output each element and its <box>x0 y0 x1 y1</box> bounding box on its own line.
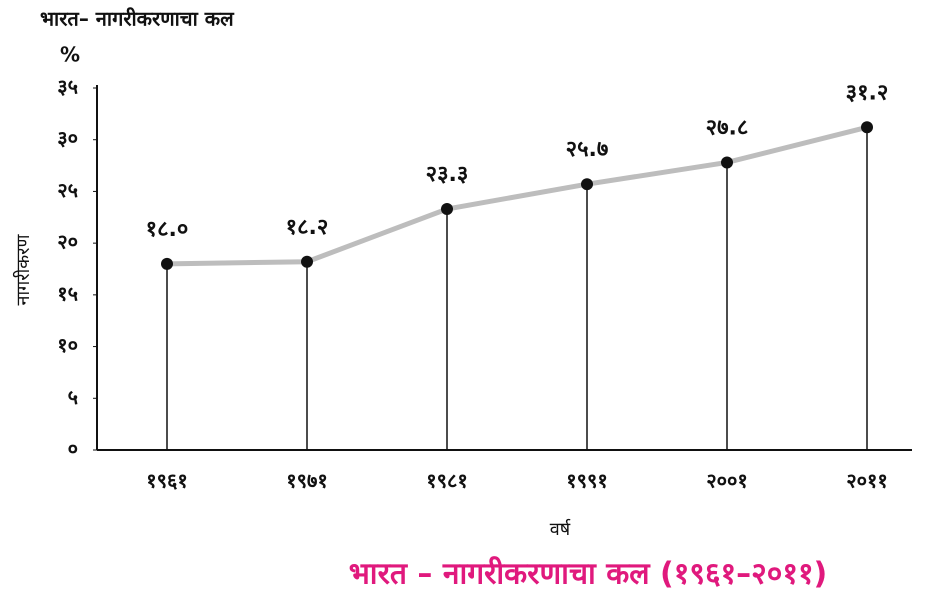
x-tick-label: १९८१ <box>426 469 468 493</box>
y-tick-label: ३० <box>57 126 78 150</box>
y-tick-label: ० <box>68 437 78 461</box>
y-tick-label: २५ <box>57 178 78 202</box>
value-label: २५.७ <box>566 137 609 162</box>
chart-title: भारत– नागरीकरणाचा कल <box>40 7 235 31</box>
caption: भारत – नागरीकरणाचा कल (१९६१–२०११) <box>349 556 828 592</box>
data-point <box>161 257 173 270</box>
value-label: १८.२ <box>286 215 329 240</box>
value-label: २७.८ <box>706 115 749 140</box>
y-tick-label: २० <box>57 230 78 254</box>
data-point <box>301 255 313 268</box>
y-tick-label: ३५ <box>57 75 78 99</box>
data-point <box>721 156 733 169</box>
x-axis-label: वर्ष <box>550 518 571 540</box>
value-label: १८.० <box>146 217 189 242</box>
data-point <box>581 178 593 191</box>
x-tick-label: २०११ <box>846 469 888 493</box>
x-tick-label: १९६१ <box>146 469 188 493</box>
y-unit: % <box>60 43 80 67</box>
value-label: ३१.२ <box>846 80 889 105</box>
data-point <box>861 121 873 134</box>
value-label: २३.३ <box>426 162 469 187</box>
x-tick-label: १९७१ <box>286 469 328 493</box>
y-tick-label: ५ <box>68 385 78 409</box>
x-tick-label: १९९१ <box>566 469 608 493</box>
x-tick-label: २००१ <box>706 469 748 493</box>
data-line <box>166 124 868 267</box>
y-tick-label: १५ <box>57 281 78 305</box>
y-axis-label: नागरीकरण <box>12 234 34 306</box>
y-tick-label: १० <box>57 333 78 357</box>
data-point <box>441 203 453 216</box>
